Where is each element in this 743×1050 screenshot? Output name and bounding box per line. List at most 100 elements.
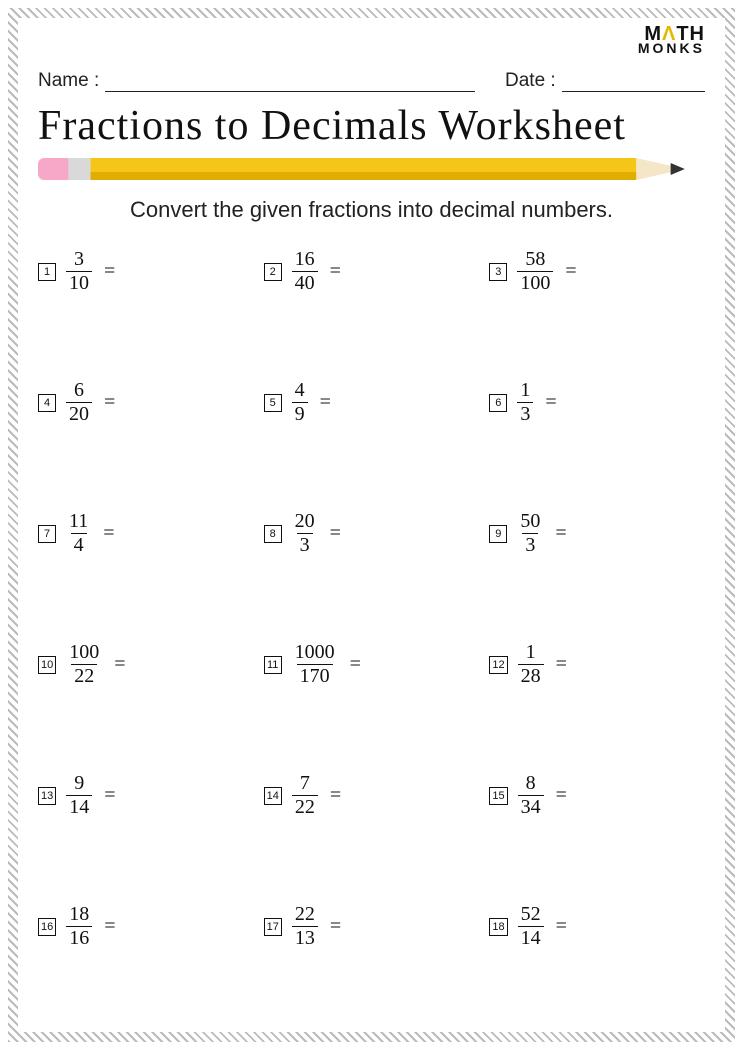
fraction-denominator: 13	[292, 926, 318, 949]
date-input-line[interactable]	[562, 70, 705, 92]
problem: 2 1640 =	[264, 249, 480, 294]
fraction-denominator: 16	[66, 926, 92, 949]
problem-number-box: 17	[264, 918, 282, 936]
problem-number-box: 15	[489, 787, 507, 805]
logo-line2: MONKS	[638, 43, 705, 55]
fraction-numerator: 6	[71, 380, 87, 402]
equals-sign: =	[103, 522, 114, 545]
fraction-numerator: 3	[71, 249, 87, 271]
fraction-denominator: 9	[292, 402, 308, 425]
fraction-numerator: 52	[518, 904, 544, 926]
problem: 161816=	[38, 904, 254, 949]
equals-sign: =	[556, 784, 567, 807]
fraction-numerator: 1	[517, 380, 533, 402]
pencil-icon	[38, 152, 705, 186]
fraction-numerator: 9	[71, 773, 87, 795]
fraction: 128	[518, 642, 544, 687]
fraction: 1640	[292, 249, 318, 294]
problem-number-box: 16	[38, 918, 56, 936]
problem-number-box: 3	[489, 263, 507, 281]
pencil-lead	[671, 163, 685, 175]
meta-row: Name : Date :	[38, 70, 705, 92]
fraction-numerator: 18	[66, 904, 92, 926]
problem-number-box: 6	[489, 394, 507, 412]
fraction: 10022	[66, 642, 102, 687]
fraction-denominator: 100	[517, 271, 553, 294]
equals-sign: =	[555, 522, 566, 545]
problem: 17 2213 =	[264, 904, 480, 949]
name-label: Name :	[38, 70, 99, 92]
problem: 7114=	[38, 511, 254, 556]
problem: 4620=	[38, 380, 254, 425]
problem: 8 203 =	[264, 511, 480, 556]
problem: 3 58100 =	[489, 249, 705, 294]
problem: 111000170=	[264, 642, 480, 687]
fraction: 203	[292, 511, 318, 556]
fraction-denominator: 22	[71, 664, 97, 687]
problems-grid: 1310=21640=358100=4620=549=613=7114=8203…	[38, 249, 705, 949]
equals-sign: =	[320, 391, 331, 414]
problem: 613 =	[489, 380, 705, 425]
worksheet-page: MΛTH MONKS Name : Date : Fractions to De…	[38, 32, 705, 1018]
fraction-denominator: 14	[518, 926, 544, 949]
fraction: 2213	[292, 904, 318, 949]
fraction-numerator: 8	[523, 773, 539, 795]
problem-number-box: 18	[489, 918, 507, 936]
problem: 1310=	[38, 249, 254, 294]
problem: 15 834 =	[489, 773, 705, 818]
fraction-numerator: 1000	[292, 642, 338, 664]
fraction-denominator: 3	[522, 533, 538, 556]
fraction-numerator: 1	[523, 642, 539, 664]
fraction-numerator: 100	[66, 642, 102, 664]
name-input-line[interactable]	[105, 70, 475, 92]
fraction-denominator: 3	[297, 533, 313, 556]
fraction-denominator: 3	[517, 402, 533, 425]
problem: 549=	[264, 380, 480, 425]
fraction: 620	[66, 380, 92, 425]
equals-sign: =	[330, 915, 341, 938]
fraction: 5214	[518, 904, 544, 949]
fraction-numerator: 4	[292, 380, 308, 402]
equals-sign: =	[330, 522, 341, 545]
fraction: 834	[518, 773, 544, 818]
equals-sign: =	[565, 260, 576, 283]
fraction-numerator: 50	[517, 511, 543, 533]
problem-number-box: 13	[38, 787, 56, 805]
pencil-eraser	[38, 158, 72, 180]
date-label: Date :	[505, 70, 556, 92]
fraction-denominator: 22	[292, 795, 318, 818]
problem-number-box: 5	[264, 394, 282, 412]
equals-sign: =	[556, 653, 567, 676]
fraction-denominator: 10	[66, 271, 92, 294]
problem-number-box: 4	[38, 394, 56, 412]
pencil-ferrule	[68, 158, 90, 180]
fraction-numerator: 58	[522, 249, 548, 271]
fraction: 722	[292, 773, 318, 818]
equals-sign: =	[330, 260, 341, 283]
name-field: Name :	[38, 70, 475, 92]
problem-number-box: 11	[264, 656, 282, 674]
problem: 12 128 =	[489, 642, 705, 687]
problem-number-box: 2	[264, 263, 282, 281]
fraction-denominator: 20	[66, 402, 92, 425]
fraction: 1816	[66, 904, 92, 949]
fraction: 114	[66, 511, 91, 556]
fraction: 49	[292, 380, 308, 425]
problem: 13914=	[38, 773, 254, 818]
fraction-numerator: 22	[292, 904, 318, 926]
equals-sign: =	[104, 915, 115, 938]
problem-number-box: 1	[38, 263, 56, 281]
fraction: 58100	[517, 249, 553, 294]
fraction: 1000170	[292, 642, 338, 687]
equals-sign: =	[545, 391, 556, 414]
fraction-denominator: 14	[66, 795, 92, 818]
problem: 14722=	[264, 773, 480, 818]
worksheet-title: Fractions to Decimals Worksheet	[38, 102, 705, 150]
problem-number-box: 8	[264, 525, 282, 543]
problem-number-box: 12	[489, 656, 507, 674]
fraction-numerator: 7	[297, 773, 313, 795]
fraction-denominator: 40	[292, 271, 318, 294]
fraction-denominator: 28	[518, 664, 544, 687]
fraction-denominator: 34	[518, 795, 544, 818]
problem-number-box: 10	[38, 656, 56, 674]
